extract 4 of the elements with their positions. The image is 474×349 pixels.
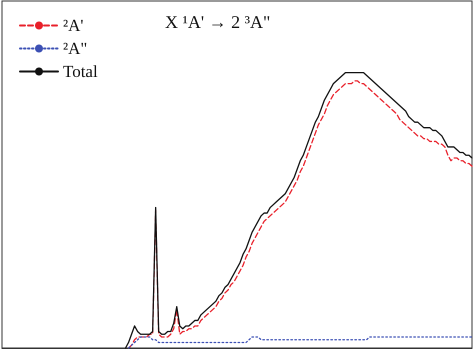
legend-label: Total xyxy=(63,62,98,81)
chart-title: X ¹A' → 2 ³A" xyxy=(165,12,270,32)
legend-label: ²A' xyxy=(63,16,84,35)
legend-label: ²A" xyxy=(63,39,88,58)
